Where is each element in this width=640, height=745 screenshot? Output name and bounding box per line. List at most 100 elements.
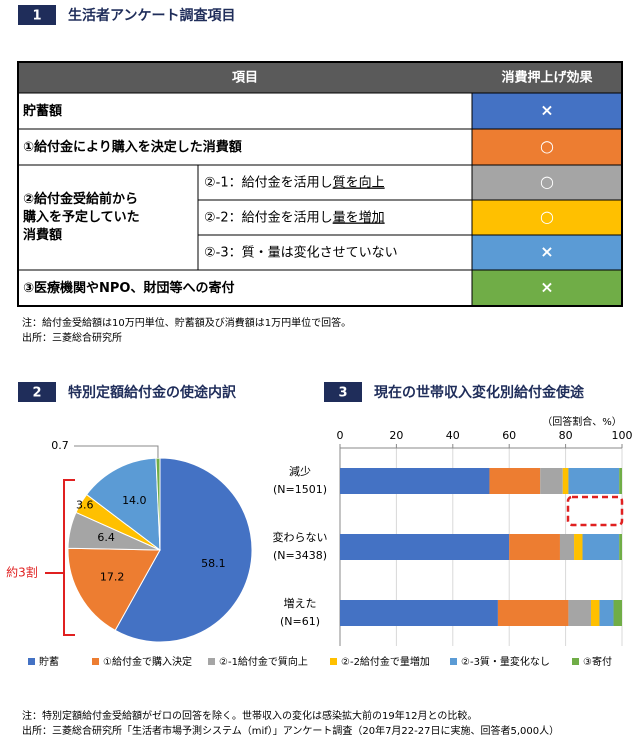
bar-segment: [582, 534, 620, 560]
data-label: 14.0: [122, 494, 147, 507]
legend-label: ①給付金で購入決定: [103, 655, 192, 668]
table-cell: 貯蓄額: [23, 103, 62, 119]
note: 注：給付金受給額は10万円単位、貯蓄額及び消費額は1万円単位で回答。: [22, 316, 351, 329]
table-cell: ③医療機関やNPO、財団等への寄付: [23, 280, 234, 296]
bar-segment: [619, 534, 622, 560]
cell-text: ①給付金により購入を決定した消費額: [23, 139, 242, 155]
effect-symbol: ○: [540, 137, 554, 156]
table-header-cell: 消費押上げ効果: [501, 70, 592, 86]
effect-symbol: ×: [540, 242, 553, 261]
note: 注：特別定額給付金受給額がゼロの回答を除く。世帯収入の変化は感染拡大前の19年1…: [22, 709, 477, 722]
legend-swatch: [28, 658, 35, 665]
y-tick-label: 減少: [289, 464, 311, 478]
section-title: 現在の世帯収入変化別給付金使途: [374, 384, 585, 401]
effect-cell: [471, 199, 623, 236]
table-cell: ②-2：給付金を活用し量を増加: [204, 209, 385, 225]
group-label: 購入を予定していた: [22, 209, 140, 225]
data-label: 6.4: [97, 531, 115, 544]
y-tick-label: (N=61): [280, 615, 320, 628]
bar-segment: [340, 600, 498, 626]
bar-segment: [489, 468, 541, 494]
legend-swatch: [450, 658, 457, 665]
legend-label: 貯蓄: [39, 656, 59, 668]
y-tick-label: (N=1501): [273, 483, 327, 496]
legend-swatch: [572, 658, 579, 665]
section-badge: [324, 382, 362, 402]
effect-cell: [471, 269, 623, 307]
effect-symbol: ○: [540, 207, 554, 226]
section-title: 生活者アンケート調査項目: [68, 7, 235, 24]
bar-segment: [619, 468, 622, 494]
leader-line: [74, 445, 159, 459]
annotation: 約3割: [6, 565, 38, 580]
group-label: 消費額: [23, 227, 62, 243]
table-cell: ②-1：給付金を活用し質を向上: [204, 174, 385, 190]
bar-segment: [509, 534, 560, 560]
source: 出所：三菱総合研究所: [22, 331, 122, 344]
table-header: [18, 62, 622, 93]
bar-segment: [613, 600, 622, 626]
data-label: 58.1: [201, 557, 226, 570]
section-number: 1: [32, 9, 41, 24]
effect-cell: [471, 92, 623, 130]
bar-segment: [497, 600, 569, 626]
cell-text: ②-2：給付金を活用し: [204, 209, 333, 225]
bar-segment: [568, 600, 591, 626]
table-cell: [17, 92, 473, 130]
cell-text: ②-1：給付金を活用し: [204, 174, 333, 190]
x-tick-label: 100: [612, 429, 633, 442]
legend-label: ②-3質・量変化なし: [461, 655, 550, 668]
bar-segment: [574, 534, 583, 560]
legend-swatch: [330, 658, 337, 665]
bar-segment: [568, 468, 620, 494]
legend-label: ②-1給付金で質向上: [219, 655, 308, 668]
data-label: 3.6: [76, 499, 94, 512]
group-label: ②給付金受給前から: [23, 191, 138, 207]
pie-slice: [85, 457, 161, 552]
table-cell: ②-3：質・量は変化させていない: [204, 244, 398, 260]
bar-segment: [340, 534, 510, 560]
y-tick-label: 変わらない: [273, 530, 328, 544]
x-tick-label: 40: [446, 429, 460, 442]
section-badge: [18, 382, 56, 402]
table-header-cell: 項目: [232, 71, 258, 86]
effect-symbol: ×: [540, 278, 553, 297]
section-number: 3: [338, 386, 347, 401]
table-cell: [17, 269, 473, 307]
y-tick-label: (N=3438): [273, 549, 327, 562]
effect-cell: [471, 164, 623, 201]
cell-text: 量を増加: [333, 210, 385, 225]
section-number: 2: [32, 386, 41, 401]
bar-segment: [340, 468, 490, 494]
table-cell: [17, 128, 473, 166]
bracket: [63, 479, 75, 636]
section-title: 特別定額給付金の使途内訳: [68, 384, 237, 401]
section-badge: [18, 5, 56, 25]
x-tick-label: 20: [389, 429, 403, 442]
bar-segment: [599, 600, 614, 626]
effect-symbol: ×: [540, 101, 553, 120]
pie-slice: [114, 457, 253, 643]
x-tick-label: 0: [337, 429, 344, 442]
table-cell: [197, 199, 473, 236]
cell-text: ③医療機関やNPO、財団等への寄付: [23, 280, 234, 296]
bar-segment: [559, 534, 575, 560]
bar-segment: [562, 468, 569, 494]
pie-slice: [67, 547, 161, 632]
legend-label: ②-2給付金で量増加: [341, 655, 430, 668]
y-tick-label: 増えた: [284, 597, 317, 610]
legend-swatch: [208, 658, 215, 665]
x-tick-label: 80: [559, 429, 573, 442]
legend-label: ③寄付: [583, 655, 612, 668]
effect-symbol: ○: [540, 172, 554, 191]
cell-text: 貯蓄額: [23, 103, 62, 119]
axis-label: （回答割合、%）: [542, 415, 622, 428]
data-label: 0.7: [51, 439, 69, 452]
x-tick-label: 60: [502, 429, 516, 442]
bar-segment: [590, 600, 600, 626]
data-label: 17.2: [100, 570, 125, 583]
cell-text: ②-3：質・量は変化させていない: [204, 244, 398, 260]
table-cell: ①給付金により購入を決定した消費額: [23, 139, 242, 155]
